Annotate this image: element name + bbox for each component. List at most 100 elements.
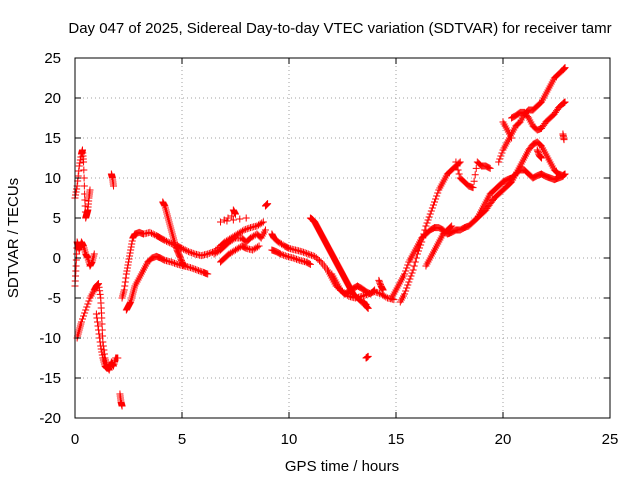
series-trace-e: [107, 170, 118, 190]
series-trace-ac: [559, 130, 568, 144]
data-point: [232, 210, 239, 218]
y-tick-label: 25: [44, 50, 61, 67]
data-point: [561, 64, 569, 72]
data-point: [97, 342, 105, 350]
data-point: [120, 286, 128, 294]
y-tick-label: -5: [48, 290, 61, 307]
data-point: [259, 218, 267, 226]
y-tick-label: 0: [53, 250, 61, 267]
data-point: [371, 286, 379, 294]
data-point: [123, 267, 131, 275]
data-point: [301, 249, 309, 257]
series-trace-n: [268, 230, 398, 304]
data-point: [403, 264, 411, 272]
data-point: [169, 259, 177, 267]
data-point: [291, 255, 299, 263]
data-point: [433, 192, 441, 200]
data-point: [299, 248, 307, 256]
data-point: [109, 361, 117, 369]
data-point: [261, 226, 269, 234]
data-point: [217, 218, 225, 226]
data-point: [96, 338, 104, 346]
data-point: [379, 285, 387, 293]
data-point: [83, 253, 91, 261]
data-point: [242, 214, 250, 222]
data-point: [76, 159, 84, 167]
data-point: [262, 201, 270, 209]
data-point: [125, 258, 132, 266]
series-trace-l: [217, 206, 250, 226]
data-point: [409, 266, 417, 274]
data-point: [186, 248, 194, 256]
data-point: [305, 260, 313, 268]
series-trace-b: [71, 238, 98, 290]
data-point: [183, 247, 191, 255]
data-point: [94, 280, 102, 288]
data-point: [191, 265, 199, 273]
data-point: [80, 312, 88, 320]
data-point: [364, 352, 372, 360]
data-point: [181, 246, 189, 254]
data-point: [80, 174, 88, 182]
data-point: [98, 320, 106, 328]
data-point: [537, 153, 545, 161]
data-point: [245, 224, 253, 232]
data-point: [425, 213, 433, 221]
data-point: [253, 243, 261, 251]
data-point: [423, 219, 431, 227]
data-point: [230, 235, 238, 243]
data-point: [148, 229, 156, 237]
data-point: [92, 310, 100, 318]
data-point: [560, 136, 568, 144]
data-point: [363, 303, 371, 311]
data-point: [204, 250, 212, 258]
data-point: [404, 261, 412, 269]
data-point: [193, 266, 201, 274]
data-point: [238, 227, 246, 235]
data-point: [86, 186, 94, 194]
y-tick-labels: -20 -15 -10 -5 0 5 10 15 20 25: [39, 50, 61, 427]
data-point: [420, 230, 428, 238]
data-point: [93, 318, 101, 326]
data-point: [73, 185, 81, 193]
data-point: [96, 334, 104, 342]
data-point: [280, 251, 288, 259]
series-trace-p: [306, 214, 370, 308]
series-trace-c: [73, 280, 122, 374]
x-tick-label: 10: [281, 431, 298, 448]
data-point: [276, 250, 284, 258]
data-point: [105, 363, 113, 371]
data-point: [559, 65, 567, 73]
data-point: [231, 209, 239, 217]
data-point: [408, 269, 416, 277]
data-point: [294, 256, 302, 264]
data-point: [83, 303, 91, 311]
data-point: [228, 212, 236, 220]
data-point: [104, 364, 112, 372]
data-point: [263, 201, 271, 209]
data-point: [375, 289, 383, 297]
data-point: [80, 158, 88, 166]
data-point: [382, 293, 390, 301]
y-axis-label: SDTVAR / TECUs: [5, 178, 22, 298]
x-tick-label: 5: [178, 431, 186, 448]
y-tick-label: -15: [39, 370, 61, 387]
data-point: [121, 282, 129, 290]
data-point: [90, 250, 98, 258]
data-point: [196, 267, 204, 275]
series-trace-ad: [499, 118, 516, 142]
series-trace-aa: [508, 98, 569, 134]
data-point: [421, 226, 429, 234]
data-point: [161, 236, 169, 244]
x-tick-label: 25: [602, 431, 619, 448]
data-point: [431, 198, 439, 206]
data-point: [495, 158, 503, 166]
data-point: [125, 255, 133, 263]
series-trace-y: [469, 138, 569, 226]
data-point: [405, 278, 413, 286]
data-point: [81, 309, 89, 317]
series-trace-t: [375, 276, 387, 294]
data-point: [364, 304, 372, 312]
data-point: [195, 267, 203, 275]
data-point: [485, 164, 493, 172]
